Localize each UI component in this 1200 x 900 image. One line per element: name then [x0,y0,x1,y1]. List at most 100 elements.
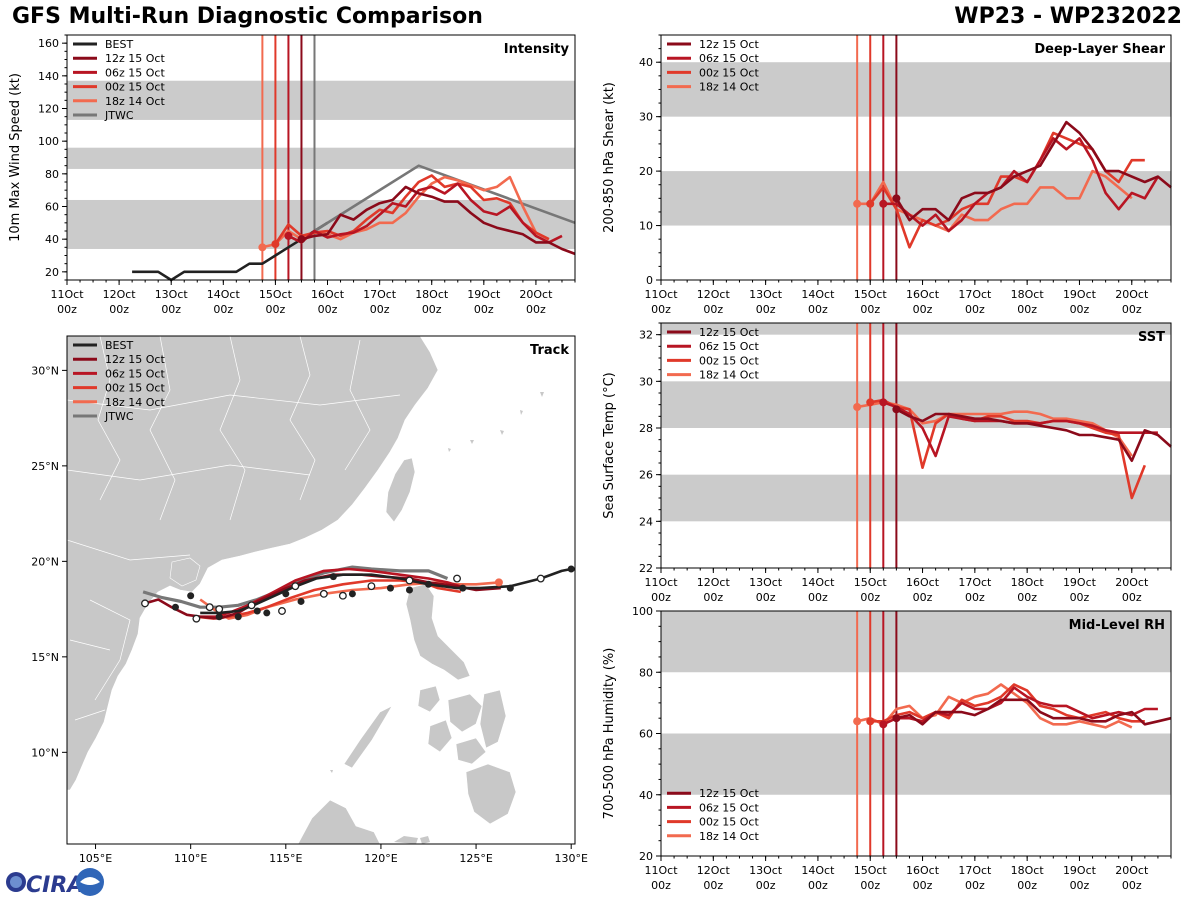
legend-label-12z-15-oct: 12z 15 Oct [699,787,759,800]
panel-title: Mid-Level RH [1069,618,1165,633]
x-tick-label-day: 18Oct [1011,864,1045,877]
x-tick-label-day: 11Oct [50,288,84,301]
x-tick-label-hour: 00z [422,303,442,316]
x-tick-label-hour: 00z [109,303,129,316]
series-line-00z-15-oct [870,683,1145,723]
x-tick-label-day: 13Oct [749,288,783,301]
best-fix-open-point [319,589,328,598]
best-fix-open-point [405,576,414,585]
threshold-band [661,474,1171,522]
x-tick-label-day: 13Oct [749,864,783,877]
panel-title: Deep-Layer Shear [1034,42,1165,57]
philippine-islands [343,685,517,825]
y-tick-label: 28 [639,422,653,435]
x-tick-label-hour: 00z [965,879,985,892]
x-tick-label-hour: 00z [526,303,546,316]
legend-label-06z-15-oct: 06z 15 Oct [699,801,759,814]
x-tick-label-hour: 00z [808,879,828,892]
cira-logo-text: CIRA [26,873,84,898]
x-tick-label-day: 19Oct [1063,576,1097,589]
series-line-12z-15-oct [896,698,1172,726]
x-tick-label-day: 14Oct [801,864,835,877]
y-tick-label: 80 [45,168,59,181]
best-fix-open-point [367,582,376,591]
series-line-12z-15-oct [895,120,1172,222]
legend-label-06z-15-oct: 06z 15 Oct [699,52,759,65]
threshold-band [661,733,1171,795]
y-tick-label: 120 [38,103,59,116]
legend-label-18z-14-oct: 18z 14 Oct [699,830,759,843]
x-tick-label-hour: 00z [808,591,828,604]
panel-title: Intensity [504,42,570,57]
y-tick-label: 10 [639,220,653,233]
y-tick-label: 20 [639,165,653,178]
x-tick-label-hour: 00z [860,879,880,892]
series-start-point-00z-15-oct [866,199,875,208]
x-tick-label-hour: 00z [756,879,776,892]
x-tick-label-day: 14Oct [801,576,835,589]
legend-label-jtwc: JTWC [104,109,134,122]
x-tick-label-day: 11Oct [644,576,678,589]
best-fix-point [282,590,290,598]
best-fix-point [187,592,195,600]
best-fix-point [424,580,432,588]
x-tick-label-day: 13Oct [155,288,189,301]
x-tick-label-day: 17Oct [363,288,397,301]
x-tick-label-hour: 00z [756,303,776,316]
lon-tick-label: 130°E [554,852,587,865]
series-start-point-12z-15-oct [892,194,901,203]
legend-label-12z-15-oct: 12z 15 Oct [105,52,165,65]
x-tick-label-hour: 00z [703,303,723,316]
best-fix-point [234,613,242,621]
x-tick-label-hour: 00z [1017,879,1037,892]
taiwan-island [385,457,416,523]
x-tick-label-hour: 00z [651,303,671,316]
best-fix-point [171,603,179,611]
map-land-layer [67,336,544,844]
legend-label-06z-15-oct: 06z 15 Oct [105,367,165,380]
lon-tick-label: 105°E [79,852,112,865]
x-tick-label-hour: 00z [474,303,494,316]
y-tick-label: 40 [639,789,653,802]
series-line-18z-14-oct [857,169,1133,233]
track-panel: 105°E 110°E 115°E 120°E 125°E 130°E 10°N 15°N 20… [31,335,588,865]
series-line-12z-15-oct [301,185,576,256]
legend-label-18z-14-oct: 18z 14 Oct [699,81,759,94]
x-tick-label-hour: 00z [965,591,985,604]
legend-label-06z-15-oct: 06z 15 Oct [105,66,165,79]
lat-tick-label: 10°N [31,746,59,759]
threshold-band [67,80,575,120]
x-tick-label-day: 15Oct [259,288,293,301]
series-start-point-12z-15-oct [297,235,306,244]
y-tick-label: 160 [38,37,59,50]
x-tick-label-hour: 00z [703,591,723,604]
best-fix-point [405,586,413,594]
x-tick-label-hour: 00z [808,303,828,316]
cira-logo: CIRA [6,868,104,898]
x-tick-label-day: 17Oct [958,288,992,301]
x-tick-label-day: 19Oct [1063,288,1097,301]
legend-label-12z-15-oct: 12z 15 Oct [105,353,165,366]
y-tick-label: 30 [639,375,653,388]
best-fix-point [253,607,261,615]
y-tick-label: 40 [45,233,59,246]
x-tick-label-hour: 00z [860,303,880,316]
series-line-12z-15-oct [895,408,1172,463]
best-fix-point [329,573,337,581]
best-fix-open-point [338,591,347,600]
track-line-best [200,567,572,615]
best-fix-open-point [247,601,256,610]
y-tick-label: 100 [38,135,59,148]
lat-tick-label: 25°N [31,460,59,473]
y-tick-label: 60 [639,728,653,741]
series-start-point-06z-15-oct [284,231,293,240]
track-init-point-18z-14-oct [494,578,503,587]
x-tick-label-day: 15Oct [854,576,888,589]
x-tick-label-hour: 00z [318,303,338,316]
x-tick-label-day: 15Oct [854,288,888,301]
lon-tick-label: 120°E [364,852,397,865]
x-tick-label-day: 18Oct [415,288,449,301]
best-fix-open-point [291,582,300,591]
legend-label-best: BEST [105,38,133,51]
